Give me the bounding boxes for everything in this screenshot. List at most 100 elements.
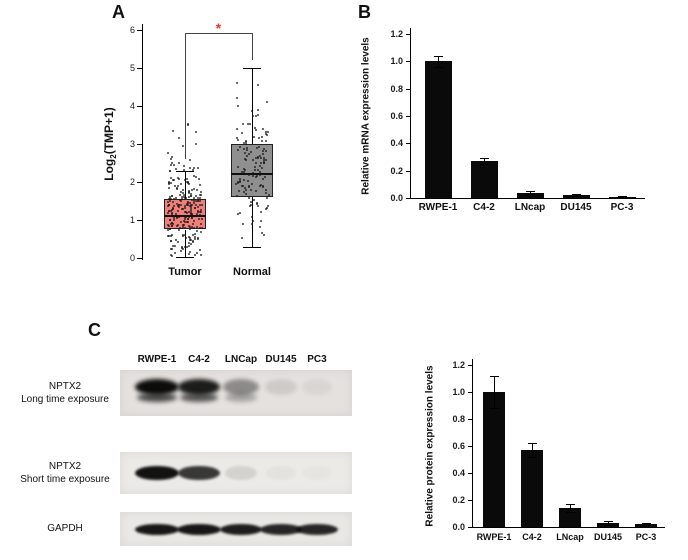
data-point: [264, 192, 267, 195]
data-point: [190, 212, 193, 215]
data-point: [255, 114, 258, 117]
data-point: [200, 190, 203, 193]
y-tick-label: 0.8: [452, 414, 465, 424]
data-point: [199, 210, 202, 213]
significance-star: *: [215, 20, 222, 36]
error-bar-cap-bottom: [434, 66, 443, 68]
data-point: [179, 199, 182, 202]
data-point: [177, 210, 180, 213]
error-bar-line: [576, 194, 577, 197]
data-point: [266, 197, 269, 200]
data-point: [198, 203, 201, 206]
data-point: [182, 192, 185, 195]
significance-bracket-left: [185, 33, 186, 160]
band: [225, 466, 257, 480]
error-bar-line: [532, 443, 533, 457]
error-bar-cap-bottom: [618, 197, 627, 199]
data-point: [252, 198, 255, 201]
data-point: [244, 140, 247, 143]
data-point: [187, 182, 190, 185]
y-axis-tick: [406, 198, 410, 199]
error-bar-cap-top: [604, 521, 613, 523]
error-bar-cap-top: [618, 195, 627, 197]
data-point: [169, 222, 172, 225]
data-point: [187, 123, 190, 126]
data-point: [183, 246, 186, 249]
data-point: [196, 196, 199, 199]
data-point: [187, 180, 190, 183]
data-point: [257, 157, 260, 160]
lane-label-pc3: PC3: [307, 354, 327, 365]
y-tick-label: 0.4: [390, 138, 403, 149]
data-point: [188, 238, 191, 241]
y-axis-tick: [137, 68, 142, 69]
error-bar-cap-bottom: [572, 196, 581, 198]
data-point: [182, 164, 185, 167]
data-point: [186, 201, 189, 204]
data-point: [187, 190, 190, 193]
data-point: [195, 252, 198, 255]
data-point: [177, 162, 180, 165]
data-point: [170, 198, 173, 201]
data-point: [196, 211, 199, 214]
band: [302, 466, 332, 480]
data-point: [196, 200, 199, 203]
significance-bracket-top: [185, 33, 252, 34]
y-tick-label: 1.0: [452, 387, 465, 397]
band: [259, 523, 303, 535]
data-point: [169, 181, 172, 184]
data-point: [199, 231, 202, 234]
data-point: [185, 204, 188, 207]
data-point: [190, 213, 193, 216]
data-point: [180, 198, 183, 201]
whisker-lower: [185, 229, 186, 258]
data-point: [258, 137, 261, 140]
band: [219, 523, 263, 535]
data-point: [249, 201, 252, 204]
data-point: [170, 240, 173, 243]
y-axis-tick: [137, 106, 142, 107]
data-point: [242, 147, 245, 150]
data-point: [180, 199, 183, 202]
x-axis-line: [410, 198, 645, 199]
data-point: [182, 145, 185, 148]
panel-b-label: B: [358, 2, 371, 22]
band: [223, 379, 259, 395]
data-point: [193, 202, 196, 205]
data-point: [175, 213, 178, 216]
y-axis-tick: [137, 220, 142, 221]
data-point: [200, 227, 203, 230]
x-category-label: Tumor: [168, 266, 202, 278]
data-point: [246, 146, 249, 149]
y-axis-line: [410, 28, 411, 198]
data-point: [190, 226, 193, 229]
data-point: [200, 217, 203, 220]
y-tick-label: 0.4: [452, 468, 465, 478]
bar-c4-2: [521, 450, 543, 527]
data-point: [172, 216, 175, 219]
whisker-cap-top: [176, 170, 194, 172]
data-point: [262, 161, 265, 164]
data-point: [256, 146, 259, 149]
data-point: [184, 204, 187, 207]
y-axis-tick: [137, 144, 142, 145]
data-point: [193, 254, 196, 257]
data-point: [176, 240, 179, 243]
band: [135, 523, 179, 535]
data-point: [262, 157, 265, 160]
data-point: [265, 133, 268, 136]
error-bar-line: [646, 523, 647, 526]
data-point: [200, 254, 203, 257]
data-point: [170, 213, 173, 216]
data-point: [236, 82, 239, 85]
data-point: [265, 101, 268, 104]
data-point: [238, 179, 241, 182]
data-point: [173, 244, 176, 247]
data-point: [188, 204, 191, 207]
data-point: [182, 189, 185, 192]
median-line: [231, 173, 273, 176]
data-point: [252, 175, 255, 178]
data-point: [197, 218, 200, 221]
data-point: [263, 176, 266, 179]
